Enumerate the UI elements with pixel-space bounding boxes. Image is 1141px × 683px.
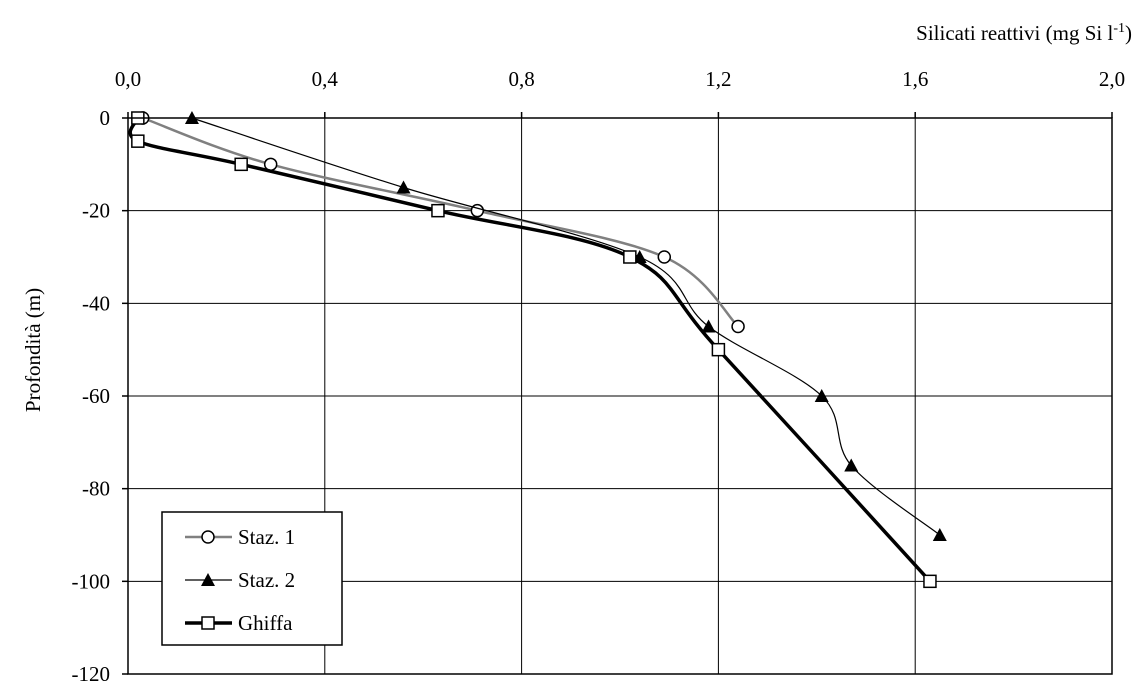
x-axis-title-close: ) <box>1125 21 1132 45</box>
legend-label: Staz. 2 <box>238 568 295 592</box>
series-line <box>142 116 739 328</box>
x-tick-label: 1,2 <box>705 67 731 91</box>
data-point <box>844 458 859 472</box>
y-tick-labels: 0 -20 -40 -60 -80 -100 -120 <box>72 106 111 683</box>
y-tick-label: -20 <box>82 199 110 223</box>
series-2 <box>128 111 937 589</box>
legend: Staz. 1 Staz. 2 Ghiffa <box>161 511 343 646</box>
y-tick-label: -60 <box>82 384 110 408</box>
x-tick-labels: 0,0 0,4 0,8 1,2 1,6 2,0 <box>115 67 1125 91</box>
series-0 <box>136 111 745 334</box>
series-line <box>191 117 941 536</box>
legend-marker <box>201 616 215 630</box>
x-axis-title-superscript: -1 <box>1113 21 1125 36</box>
y-tick-label: -40 <box>82 291 110 315</box>
legend-marker <box>201 530 215 544</box>
x-tick-label: 0,4 <box>312 67 339 91</box>
x-tick-label: 2,0 <box>1099 67 1125 91</box>
y-tick-label: -100 <box>72 569 111 593</box>
y-tick-label: 0 <box>100 106 111 130</box>
series-layer <box>128 111 947 589</box>
x-tick-label: 0,0 <box>115 67 141 91</box>
data-point <box>396 180 411 194</box>
legend-label: Staz. 1 <box>238 525 295 549</box>
y-axis-label: Profondità (m) <box>21 288 45 412</box>
x-tick-label: 1,6 <box>902 67 928 91</box>
data-point <box>923 574 937 589</box>
legend-marker <box>201 573 215 586</box>
plot-area-frame <box>127 117 1113 675</box>
data-point <box>731 319 745 334</box>
data-point <box>701 319 716 333</box>
data-point <box>657 250 672 264</box>
y-tick-label: -80 <box>82 477 110 501</box>
x-axis-title: Silicati reattivi (mg Si l-1) <box>916 21 1132 45</box>
x-tick-label: 0,8 <box>508 67 534 91</box>
x-axis-title-main: Silicati reattivi (mg Si l <box>916 21 1113 45</box>
series-line <box>128 117 932 583</box>
y-tick-label: -120 <box>72 662 111 683</box>
legend-label: Ghiffa <box>238 611 293 635</box>
data-point <box>623 250 637 264</box>
data-point <box>431 203 445 218</box>
data-point <box>814 389 829 402</box>
data-point <box>711 342 726 357</box>
data-point <box>234 157 248 172</box>
series-1 <box>184 111 947 541</box>
data-point <box>131 134 145 148</box>
data-point <box>932 528 947 541</box>
